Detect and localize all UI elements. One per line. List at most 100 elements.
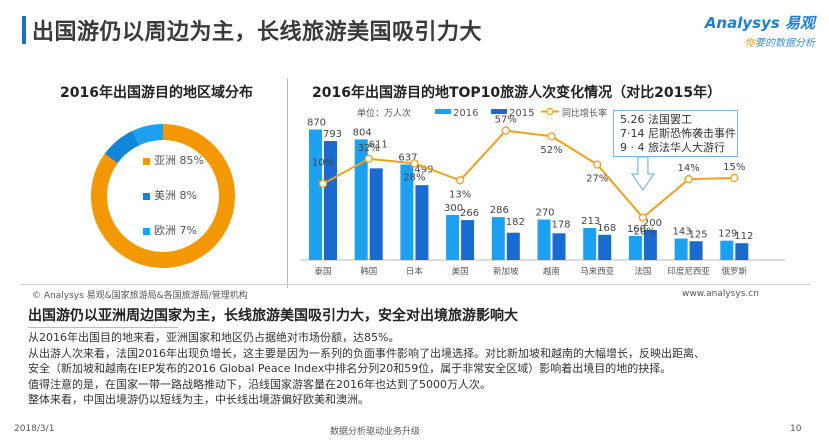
france-events-callout: 5.26 法国罢工 7·14 尼斯恐怖袭击事件 9 · 4 旅法华人大游行	[613, 110, 738, 157]
growth-rate-line	[322, 129, 735, 220]
bar-chart-title: 2016年出国游目的地TOP10旅游人次变化情况（对比2015年）	[312, 85, 722, 101]
bar-2016	[628, 236, 642, 260]
growth-label: 10%	[312, 158, 334, 169]
x-tick-label: 印度尼西亚	[667, 266, 710, 277]
logo-tagline-first: 你	[745, 38, 755, 49]
bar-2015	[598, 234, 612, 260]
growth-point	[684, 175, 693, 184]
bar-2015	[689, 241, 703, 260]
bar-label-2015: 499	[414, 164, 433, 175]
logo-tagline-rest: 要的数据分析	[755, 38, 815, 49]
website-url[interactable]: www.analysys.cn	[682, 289, 759, 299]
unit-label: 单位：万人次	[357, 107, 411, 119]
bar-label-2015: 178	[551, 220, 570, 231]
legend-marker-growth	[546, 107, 554, 116]
bar-label-2015: 200	[643, 218, 662, 229]
growth-label: 13%	[449, 189, 471, 200]
growth-point	[318, 179, 328, 188]
bar-2015	[643, 230, 657, 260]
bar-2015	[735, 243, 749, 260]
legend-swatch-asia	[143, 157, 150, 165]
x-tick-label: 日本	[406, 266, 424, 277]
divider-line	[20, 284, 810, 285]
donut-slice-americas	[104, 130, 140, 164]
growth-point	[455, 176, 465, 185]
callout-line: 9 · 4 旅法华人大游行	[620, 141, 725, 154]
summary-paragraph: 值得注意的是，在国家一带一路战略推动下，沿线国家游客量在2016年也达到了500…	[28, 377, 491, 391]
bar-2016	[537, 219, 551, 260]
bar-label-2015: 793	[323, 129, 342, 140]
bar-label-2016: 870	[307, 118, 326, 129]
legend-label-americas: 美洲 8%	[154, 189, 197, 202]
bar-label-2016: 804	[353, 127, 372, 138]
bar-2015	[324, 141, 337, 260]
vertical-divider	[287, 78, 288, 288]
legend-label-2015: 2015	[509, 108, 534, 119]
bar-2016	[720, 240, 734, 260]
x-tick-label: 法国	[634, 266, 651, 277]
summary-paragraph: 从出游人次来看，法国2016年出现负增长，这主要是因为一系列的负面事件影响了出境…	[28, 346, 705, 360]
title-accent-bar	[22, 16, 26, 44]
logo-brand: Analysys 易观	[704, 14, 815, 32]
summary-title: 出国游仍以亚洲周边国家为主，长线旅游美国吸引力大，安全对出境旅游影响大	[28, 308, 518, 324]
bar-label-2015: 168	[597, 223, 616, 234]
callout-line: 7·14 尼斯恐怖袭击事件	[620, 127, 736, 140]
bar-2015	[415, 185, 429, 260]
bar-2015	[369, 168, 383, 260]
bar-2015	[506, 232, 520, 260]
legend-swatch-2016	[435, 109, 451, 114]
analysys-logo: Analysys 易观 你要的数据分析	[690, 12, 815, 49]
summary-paragraph: 安全（新加坡和越南在IEP发布的2016 Global Peace Index中…	[28, 362, 672, 375]
bar-2016	[354, 139, 368, 260]
growth-label: -20%	[630, 227, 656, 238]
growth-point	[410, 159, 419, 168]
legend-swatch-americas	[143, 192, 150, 200]
down-arrow-icon	[630, 156, 656, 192]
x-tick-label: 韩国	[360, 266, 377, 277]
growth-label: 27%	[586, 173, 608, 184]
logo-tagline: 你要的数据分析	[690, 34, 815, 49]
page-title: 出国游仍以周边为主，长线旅游美国吸引力大	[32, 20, 483, 45]
bar-label-2015: 266	[460, 208, 479, 219]
growth-point	[730, 173, 739, 183]
bar-2015	[461, 220, 475, 260]
growth-label: 52%	[540, 145, 562, 156]
bar-label-2016: 213	[581, 216, 600, 227]
legend-label-asia: 亚洲 85%	[154, 154, 204, 167]
growth-label: 28%	[403, 172, 425, 183]
bar-label-2016: 300	[444, 203, 463, 214]
growth-label: 15%	[723, 162, 745, 173]
summary-body: 从2016年出国目的地来看，亚洲国家和地区仍占据绝对市场份额，达85%。 从出游…	[28, 330, 808, 408]
legend-label-europe: 欧洲 7%	[154, 224, 197, 237]
footer-date: 2018/3/1	[14, 424, 55, 434]
bar-2016	[400, 164, 414, 260]
bar-label-2016: 270	[535, 208, 554, 219]
growth-label: 32%	[358, 143, 380, 154]
bar-2016	[446, 215, 460, 260]
donut-chart-title: 2016年出国游目的地区域分布	[60, 85, 253, 101]
summary-paragraph: 整体来看，中国出境游仍以短线为主，中长线出境游偏好欧美和澳洲。	[28, 393, 369, 406]
bar-2015	[552, 233, 566, 260]
donut-chart	[91, 124, 236, 268]
x-tick-label: 俄罗斯	[722, 266, 748, 277]
bar-label-2015: 112	[734, 231, 753, 242]
x-tick-label: 新加坡	[493, 266, 519, 277]
growth-point	[547, 132, 556, 141]
bar-label-2016: 129	[718, 229, 737, 240]
growth-label: 57%	[495, 115, 517, 126]
growth-point	[501, 126, 510, 135]
bar-label-2016: 637	[398, 152, 417, 163]
legend-asia: 亚洲 85%	[143, 152, 204, 168]
legend-europe: 欧洲 7%	[143, 222, 197, 238]
legend-swatch-europe	[143, 227, 150, 235]
donut-slice-europe	[132, 124, 163, 146]
footer-slogan: 数据分析驱动业务升级	[330, 427, 421, 437]
bar-label-2015: 182	[506, 217, 525, 228]
bar-label-2015: 611	[369, 139, 388, 150]
summary-paragraph: 从2016年出国目的地来看，亚洲国家和地区仍占据绝对市场份额，达85%。	[28, 331, 400, 344]
bar-2016	[674, 238, 688, 260]
legend-americas: 美洲 8%	[143, 187, 197, 203]
legend-label-2016: 2016	[453, 108, 478, 119]
x-tick-label: 越南	[543, 266, 560, 277]
